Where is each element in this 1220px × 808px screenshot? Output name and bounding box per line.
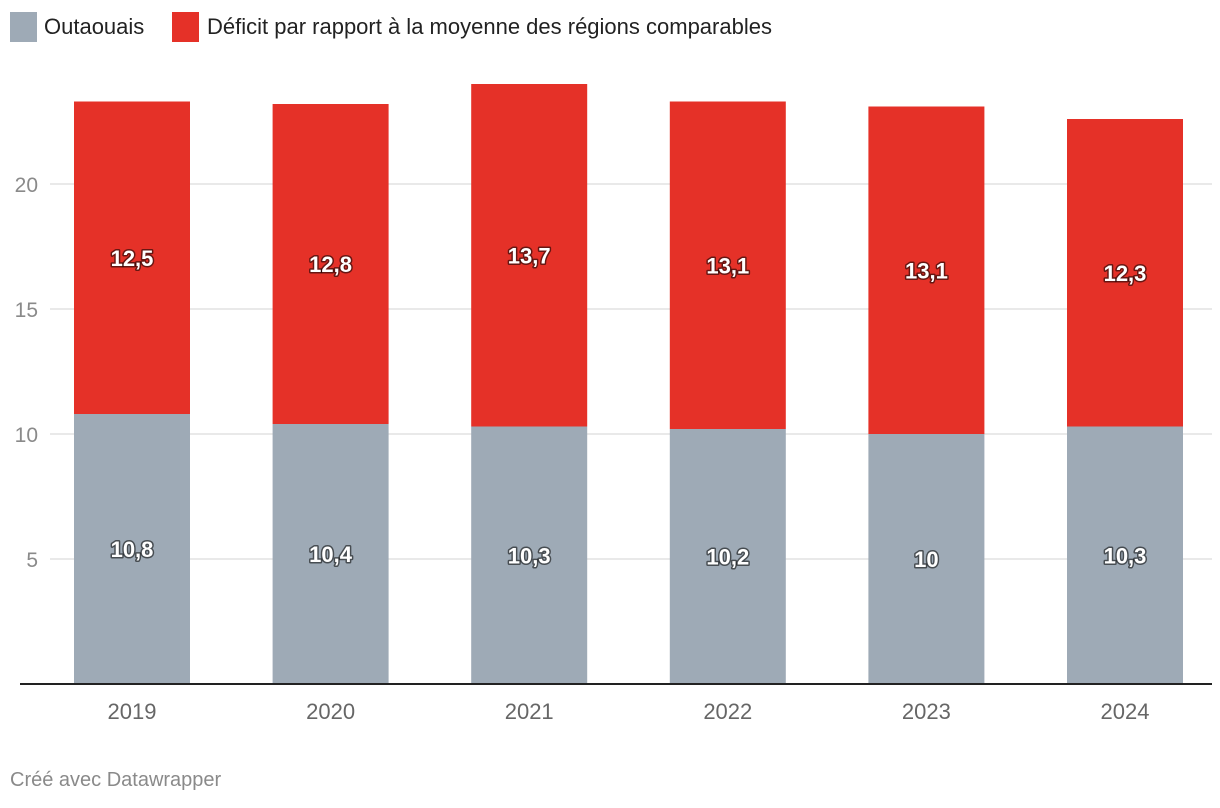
- x-tick-label-2019: 2019: [108, 699, 157, 724]
- bar-deficit-2019: [74, 101, 190, 414]
- x-tick-label-2022: 2022: [703, 699, 752, 724]
- y-axis-ticks: 5 10 15 20: [15, 174, 38, 572]
- bar-outaouais-2019: [74, 414, 190, 684]
- bar-value-label-deficit-2020: 12,8: [309, 252, 352, 277]
- bar-deficit-2023: [868, 106, 985, 434]
- legend-label-outaouais: Outaouais: [44, 14, 144, 39]
- bar-deficit-2020: [272, 104, 389, 424]
- x-tick-label-2023: 2023: [902, 699, 951, 724]
- credit-footer: Créé avec Datawrapper: [10, 769, 222, 791]
- x-axis-labels: 2019 2020 2021 2022 2023 2024: [108, 699, 1150, 724]
- gridlines: [50, 183, 1212, 560]
- bar-deficit-2021: [471, 84, 588, 427]
- bar-deficit-2024: [1067, 119, 1183, 427]
- bar-outaouais-2020: [272, 424, 389, 684]
- bar-deficit-2022: [669, 101, 786, 429]
- legend-swatch-deficit: [172, 12, 199, 42]
- bar-value-label-deficit-2021: 13,7: [508, 243, 551, 268]
- y-tick-label-20: 20: [15, 174, 38, 197]
- y-tick-label-10: 10: [15, 424, 38, 447]
- bar-value-label-outaouais-2019: 10,8: [111, 537, 154, 562]
- bar-value-label-outaouais-2022: 10,2: [706, 545, 749, 570]
- legend-swatch-outaouais: [10, 12, 37, 42]
- x-tick-label-2024: 2024: [1101, 699, 1150, 724]
- bar-outaouais-2023: [868, 434, 985, 684]
- bar-value-label-deficit-2024: 12,3: [1104, 261, 1147, 286]
- bar-value-label-deficit-2022: 13,1: [706, 253, 749, 278]
- bar-value-label-outaouais-2020: 10,4: [309, 542, 353, 567]
- bar-outaouais-2022: [669, 429, 786, 684]
- legend: Outaouais Déficit par rapport à la moyen…: [10, 12, 772, 42]
- bar-value-labels: 10,8 12,5 10,4 12,8 10,3 13,7 10,2 13,1 10 13,1 10…: [109, 242, 1148, 574]
- bar-value-label-outaouais-2023: 10: [914, 547, 938, 572]
- y-tick-label-5: 5: [26, 549, 38, 572]
- bar-value-label-deficit-2023: 13,1: [905, 258, 948, 283]
- legend-label-deficit: Déficit par rapport à la moyenne des rég…: [207, 14, 772, 39]
- bar-outaouais-2024: [1067, 426, 1183, 684]
- bars: [74, 84, 1183, 684]
- bar-outaouais-2021: [471, 426, 588, 684]
- bar-value-label-outaouais-2024: 10,3: [1104, 543, 1147, 568]
- y-tick-label-15: 15: [15, 299, 38, 322]
- bar-value-label-deficit-2019: 12,5: [111, 246, 154, 271]
- x-tick-label-2021: 2021: [505, 699, 554, 724]
- bar-value-label-outaouais-2021: 10,3: [508, 543, 551, 568]
- x-tick-label-2020: 2020: [306, 699, 355, 724]
